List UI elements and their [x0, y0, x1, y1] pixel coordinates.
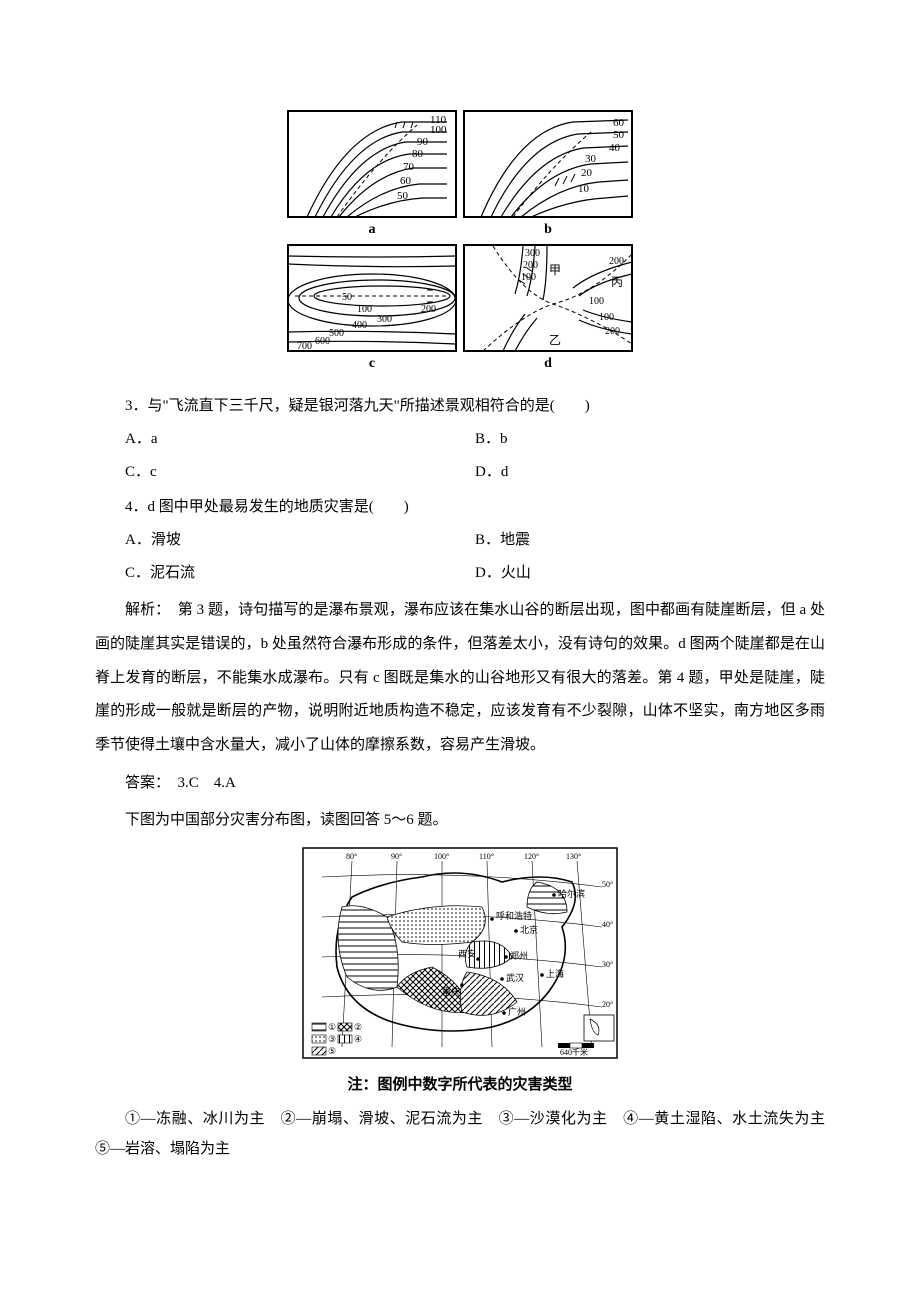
china-map: 哈尔滨 呼和浩特 北京 郑州 武汉 上海 重庆 西安 广州 80° 90° 10… [95, 847, 825, 1094]
scale-label: 640千米 [560, 1047, 588, 1057]
val-b-40: 40 [609, 142, 621, 154]
val-b-10: 10 [578, 183, 590, 195]
explanation: 解析： 第 3 题，诗句描写的是瀑布景观，瀑布应该在集水山谷的断层出现，图中都画… [95, 594, 825, 763]
val-a-90: 90 [417, 136, 429, 148]
panel-c-label: c [369, 356, 375, 372]
val-d-200b: 200 [605, 326, 620, 337]
explanation-body: 第 3 题，诗句描写的是瀑布景观，瀑布应该在集水山谷的断层出现，图中都画有陡崖断… [95, 602, 825, 753]
panel-d-wrap: 300 200 100 200 100 100 200 甲 丙 乙 d [463, 244, 633, 372]
figure-row-top: 110 100 90 80 70 60 50 a [287, 110, 633, 238]
city-wuhan: 武汉 [506, 972, 524, 983]
followup-text: 下图为中国部分灾害分布图，读图回答 5～6 题。 [95, 804, 825, 837]
q4-row2: C．泥石流 D．火山 [95, 557, 825, 590]
panel-b-wrap: 60 50 40 30 20 10 b [463, 110, 633, 238]
map-caption: 注：图例中数字所代表的灾害类型 [347, 1073, 572, 1094]
val-a-100: 100 [430, 124, 447, 136]
val-c-300: 300 [377, 314, 392, 325]
q4-opt-a: A．滑坡 [125, 524, 475, 557]
lat-40: 40° [602, 920, 613, 929]
val-c-400: 400 [352, 320, 367, 331]
svg-text:⑤: ⑤ [328, 1046, 336, 1056]
city-harbin: 哈尔滨 [558, 888, 585, 899]
val-d-100r: 100 [589, 296, 604, 307]
china-map-svg: 哈尔滨 呼和浩特 北京 郑州 武汉 上海 重庆 西安 广州 80° 90° 10… [302, 847, 618, 1059]
svg-text:①: ① [328, 1022, 336, 1032]
val-b-50: 50 [613, 129, 625, 141]
city-guangzhou: 广州 [508, 1006, 526, 1017]
val-a-60: 60 [400, 175, 412, 187]
figure-contour-panels: 110 100 90 80 70 60 50 a [95, 110, 825, 372]
lat-50: 50° [602, 880, 613, 889]
val-b-30: 30 [585, 153, 597, 165]
val-d-100b: 100 [599, 312, 614, 323]
val-b-20: 20 [581, 167, 593, 179]
city-beijing: 北京 [520, 924, 538, 935]
q4-row1: A．滑坡 B．地震 [95, 524, 825, 557]
figure-row-bottom: 50 100 200 300 400 500 600 700 c [287, 244, 633, 372]
panel-a-svg: 110 100 90 80 70 60 50 [287, 110, 457, 218]
panel-a-wrap: 110 100 90 80 70 60 50 a [287, 110, 457, 238]
val-c-600: 600 [315, 336, 330, 347]
panel-c-svg: 50 100 200 300 400 500 600 700 [287, 244, 457, 352]
val-d-300: 300 [525, 248, 540, 259]
val-d-200r: 200 [609, 256, 624, 267]
q3-stem: 3．与"飞流直下三千尺，疑是银河落九天"所描述景观相符合的是( ) [95, 390, 825, 423]
val-c-500: 500 [329, 328, 344, 339]
label-yi: 乙 [549, 333, 561, 347]
city-shanghai: 上海 [546, 968, 564, 979]
lon-100: 100° [434, 852, 449, 861]
q4-opt-c: C．泥石流 [125, 557, 475, 590]
svg-text:④: ④ [354, 1034, 362, 1044]
q3-opt-a: A．a [125, 423, 475, 456]
lon-90: 90° [391, 852, 402, 861]
svg-text:②: ② [354, 1022, 362, 1032]
q3-row1: A．a B．b [95, 423, 825, 456]
panel-c-wrap: 50 100 200 300 400 500 600 700 c [287, 244, 457, 372]
val-d-100a: 100 [521, 272, 536, 283]
lon-110: 110° [479, 852, 494, 861]
explanation-label: 解析： [125, 602, 178, 618]
val-a-70: 70 [403, 161, 415, 173]
val-b-60: 60 [613, 117, 625, 129]
city-xian: 西安 [458, 948, 476, 959]
val-c-700: 700 [297, 341, 312, 352]
lon-80: 80° [346, 852, 357, 861]
city-hohhot: 呼和浩特 [496, 910, 532, 921]
legend-text: ①—冻融、冰川为主 ②—崩塌、滑坡、泥石流为主 ③—沙漠化为主 ④—黄土湿陷、水… [95, 1104, 825, 1164]
panel-b-label: b [544, 222, 552, 238]
svg-text:③: ③ [328, 1034, 336, 1044]
answer-line: 答案： 3.C 4.A [95, 767, 825, 800]
val-c-50: 50 [342, 292, 352, 303]
q3-row2: C．c D．d [95, 456, 825, 489]
label-jia: 甲 [549, 263, 561, 277]
q4-opt-d: D．火山 [475, 557, 825, 590]
lat-20: 20° [602, 1000, 613, 1009]
panel-a-label: a [369, 222, 376, 238]
val-d-200a: 200 [523, 260, 538, 271]
q3-opt-d: D．d [475, 456, 825, 489]
val-c-200: 200 [421, 304, 436, 315]
val-a-50: 50 [397, 190, 409, 202]
q3-opt-c: C．c [125, 456, 475, 489]
q3-opt-b: B．b [475, 423, 825, 456]
val-c-100: 100 [357, 304, 372, 315]
lat-30: 30° [602, 960, 613, 969]
panel-d-svg: 300 200 100 200 100 100 200 甲 丙 乙 [463, 244, 633, 352]
lon-130: 130° [566, 852, 581, 861]
city-chongqing: 重庆 [442, 986, 460, 997]
panel-b-svg: 60 50 40 30 20 10 [463, 110, 633, 218]
q4-opt-b: B．地震 [475, 524, 825, 557]
val-a-80: 80 [412, 148, 424, 160]
city-zhengzhou: 郑州 [510, 950, 528, 961]
lon-120: 120° [524, 852, 539, 861]
q4-stem: 4．d 图中甲处最易发生的地质灾害是( ) [95, 491, 825, 524]
panel-d-label: d [544, 356, 552, 372]
label-bing: 丙 [611, 275, 623, 289]
